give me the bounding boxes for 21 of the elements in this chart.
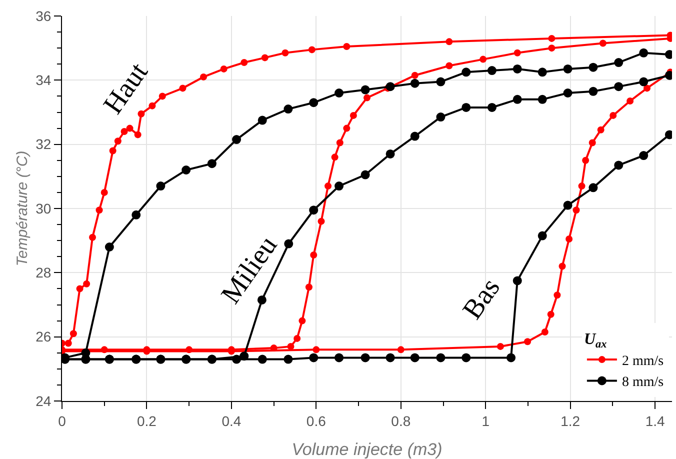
y-tick-label: 30 [36,200,52,216]
legend-title: U$_{ax}$ [584,330,608,350]
y-axis-title: Température (°C) [14,150,31,266]
x-tick-label: 0.4 [222,412,242,429]
x-tick-label: 0.8 [391,412,411,429]
legend-label: 2 mm/s [622,354,664,370]
x-tick-label: 0 [58,412,66,429]
y-tick-label: 28 [36,264,52,281]
y-tick-label: 32 [36,136,52,152]
x-axis-title: Volume injecte (m3) [292,440,442,459]
legend-label: 8 mm/s [622,375,664,390]
x-tick-label: 1.2 [560,412,580,429]
x-tick-label: 1.4 [645,412,665,429]
x-tick-label: 0.6 [306,412,326,429]
y-tick-label: 36 [36,8,52,24]
annotation: Bas [456,272,506,325]
y-tick-label: 26 [36,328,52,345]
y-tick-label: 24 [36,392,52,409]
x-tick-label: 1 [482,412,490,429]
x-tick-label: 0.2 [136,412,157,429]
y-tick-label: 34 [36,72,52,88]
